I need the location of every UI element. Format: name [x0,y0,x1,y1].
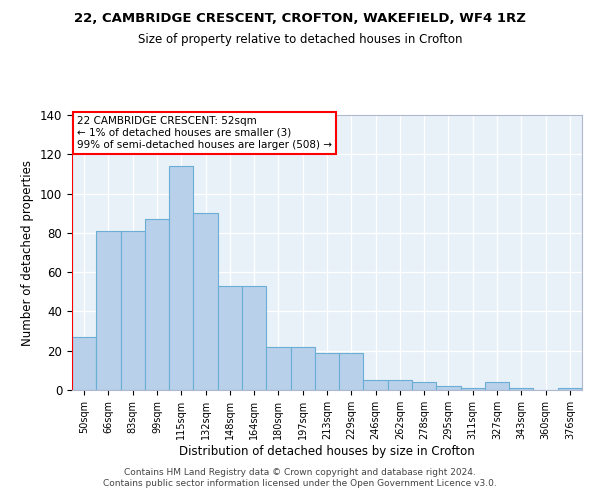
Bar [266,347,290,390]
Bar [193,213,218,390]
Text: 22, CAMBRIDGE CRESCENT, CROFTON, WAKEFIELD, WF4 1RZ: 22, CAMBRIDGE CRESCENT, CROFTON, WAKEFIE… [74,12,526,26]
Y-axis label: Number of detached properties: Number of detached properties [22,160,34,346]
Bar [509,388,533,390]
Text: Contains HM Land Registry data © Crown copyright and database right 2024.
Contai: Contains HM Land Registry data © Crown c… [103,468,497,487]
Bar [461,388,485,390]
Bar [315,352,339,390]
Bar [388,380,412,390]
Bar [242,286,266,390]
Bar [218,286,242,390]
Bar [121,231,145,390]
Bar [72,337,96,390]
Bar [145,219,169,390]
Bar [364,380,388,390]
Text: 22 CAMBRIDGE CRESCENT: 52sqm
← 1% of detached houses are smaller (3)
99% of semi: 22 CAMBRIDGE CRESCENT: 52sqm ← 1% of det… [77,116,332,150]
Bar [96,231,121,390]
Bar [485,382,509,390]
X-axis label: Distribution of detached houses by size in Crofton: Distribution of detached houses by size … [179,444,475,458]
Bar [412,382,436,390]
Bar [339,352,364,390]
Bar [169,166,193,390]
Bar [290,347,315,390]
Bar [436,386,461,390]
Text: Size of property relative to detached houses in Crofton: Size of property relative to detached ho… [138,32,462,46]
Bar [558,388,582,390]
